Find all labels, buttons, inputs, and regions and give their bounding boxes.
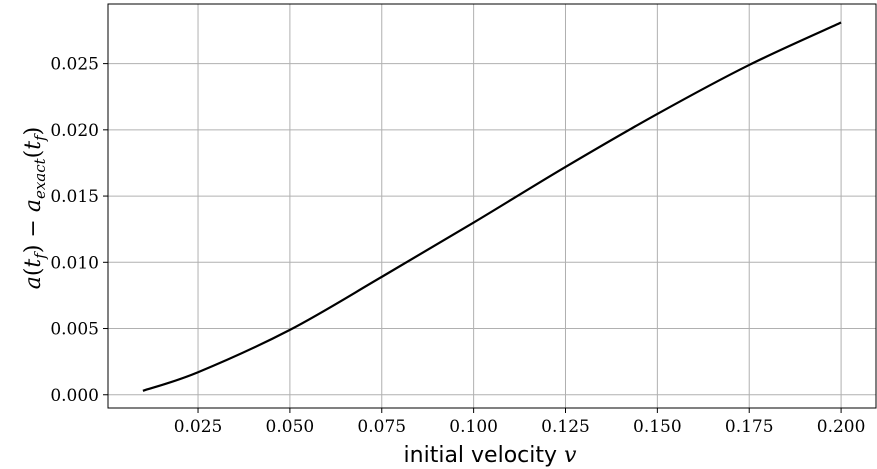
grid [108, 4, 876, 408]
ylabel-sub2: f [31, 133, 49, 142]
x-tick-label: 0.075 [357, 417, 406, 437]
x-tick-label: 0.025 [174, 417, 223, 437]
x-tick-label: 0.100 [449, 417, 498, 437]
y-axis-label: a(tf) − aexact(tf) [21, 127, 49, 290]
y-tick-label: 0.015 [50, 187, 99, 207]
ylabel-minus: − [21, 212, 46, 244]
ylabel-a2: a [21, 199, 46, 212]
ticks: 0.025 0.050 0.075 0.100 0.125 0.150 0.175 0.200… [50, 55, 865, 437]
ylabel-sub1: f [31, 251, 49, 260]
ylabel-t1: t [21, 259, 46, 268]
x-axis-label: initial velocity v [404, 443, 577, 468]
ylabel-sub-exact: exact [31, 157, 49, 199]
x-axis-label-text: initial velocity [404, 443, 564, 468]
x-tick-label: 0.200 [817, 417, 866, 437]
ylabel-close1: ) [21, 245, 46, 254]
series-layer [142, 21, 842, 392]
y-tick-label: 0.010 [50, 253, 99, 273]
x-axis-label-variable: v [564, 443, 577, 468]
y-tick-label: 0.020 [50, 121, 99, 141]
x-tick-label: 0.175 [725, 417, 774, 437]
x-tick-label: 0.050 [266, 417, 315, 437]
x-tick-label: 0.150 [633, 417, 682, 437]
series-line [142, 21, 842, 392]
y-tick-label: 0.000 [50, 386, 99, 406]
ylabel-close2: ) [21, 127, 46, 136]
ylabel-open2: ( [21, 150, 46, 159]
ylabel-open1: ( [21, 268, 46, 277]
ylabel-a1: a [21, 276, 46, 289]
plot-frame [107, 3, 877, 409]
y-tick-label: 0.005 [50, 320, 99, 340]
y-tick-label: 0.025 [50, 55, 99, 75]
ylabel-t2: t [21, 141, 46, 150]
x-tick-label: 0.125 [541, 417, 590, 437]
